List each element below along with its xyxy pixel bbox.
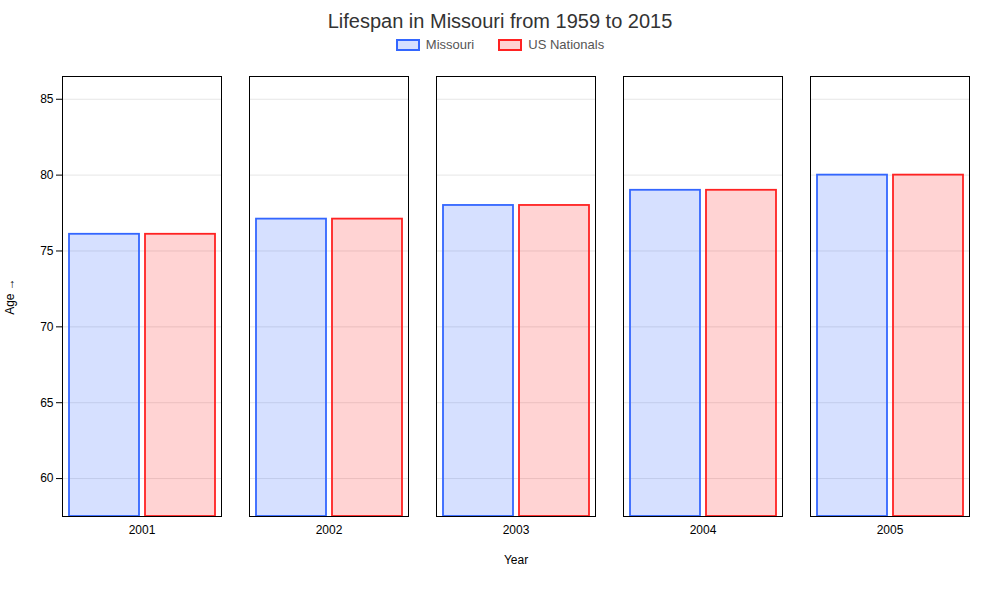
svg-text:2005: 2005 bbox=[877, 523, 904, 537]
html-text:Missouri: Missouri bbox=[425, 37, 475, 52]
svg-text:2003: 2003 bbox=[503, 523, 530, 537]
svg-text:Age →: Age → bbox=[3, 278, 17, 315]
svg-text:80: 80 bbox=[40, 168, 54, 182]
svg-text:2002: 2002 bbox=[316, 523, 343, 537]
svg-text:2001: 2001 bbox=[129, 523, 156, 537]
svg-text:70: 70 bbox=[40, 320, 54, 334]
svg-text:Year: Year bbox=[504, 553, 528, 567]
svg-text:75: 75 bbox=[40, 244, 54, 258]
svg-text:85: 85 bbox=[40, 92, 54, 106]
svg-text:2004: 2004 bbox=[690, 523, 717, 537]
svg-text:65: 65 bbox=[40, 396, 54, 410]
html-text:US Nationals: US Nationals bbox=[528, 37, 605, 52]
svg-text:60: 60 bbox=[40, 471, 54, 485]
html-text:Lifespan in Missouri from 1959: Lifespan in Missouri from 1959 to 2015 bbox=[327, 10, 673, 32]
